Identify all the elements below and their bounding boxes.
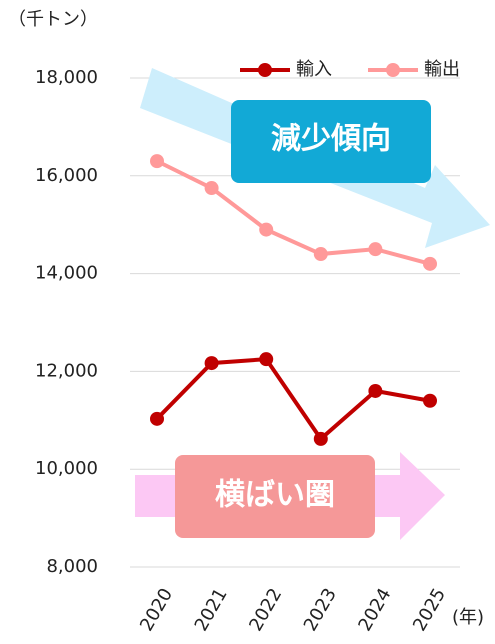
marker	[423, 393, 437, 408]
x-tick-label: 2022	[245, 585, 286, 635]
marker	[204, 181, 219, 196]
y-tick-label: 10,000	[35, 458, 98, 479]
marker	[313, 247, 328, 262]
legend-marker	[386, 63, 400, 77]
x-unit-label: (年)	[452, 607, 484, 628]
marker	[150, 154, 164, 169]
legend-label: 輸入	[296, 59, 332, 80]
marker	[368, 383, 383, 398]
marker	[259, 352, 274, 367]
y-unit-label: （千トン）	[8, 9, 98, 30]
legend-label: 輸出	[424, 59, 460, 80]
annotation-box	[231, 100, 431, 183]
line	[156, 159, 431, 266]
marker	[313, 431, 328, 446]
y-tick-label: 12,000	[35, 360, 98, 381]
x-tick-label: 2025	[409, 585, 450, 635]
marker	[150, 411, 164, 426]
annotation: 減少傾向	[271, 122, 391, 157]
marker	[204, 356, 219, 371]
y-tick-label: 16,000	[35, 165, 98, 186]
legend-marker	[258, 63, 272, 77]
x-tick-label: 2023	[300, 585, 341, 635]
marker	[423, 256, 437, 271]
annotation: 横ばい圏	[215, 478, 335, 513]
y-tick-label: 8,000	[46, 556, 98, 577]
x-tick-label: 2021	[191, 585, 232, 635]
line	[155, 357, 431, 442]
marker	[259, 222, 274, 237]
marker	[368, 242, 383, 257]
y-tick-label: 18,000	[35, 67, 98, 88]
x-tick-label: 2020	[136, 585, 177, 635]
annotation-box	[175, 455, 375, 538]
x-tick-label: 2024	[354, 585, 395, 635]
y-tick-label: 14,000	[35, 263, 98, 284]
